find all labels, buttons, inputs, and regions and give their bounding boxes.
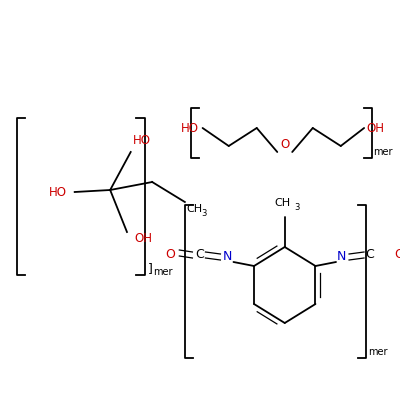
Text: C: C [365,248,374,262]
Text: HO: HO [181,122,199,134]
Text: CH: CH [187,204,203,214]
Text: 3: 3 [202,209,207,218]
Text: O: O [165,248,175,260]
Text: mer: mer [374,147,393,157]
Text: HO: HO [132,134,150,146]
Text: CH: CH [275,198,291,208]
Text: O: O [394,248,400,260]
Text: N: N [223,250,232,264]
Text: C: C [196,248,204,262]
Text: 3: 3 [294,202,300,212]
Text: mer: mer [153,267,173,277]
Text: OH: OH [135,232,153,244]
Text: mer: mer [368,347,387,357]
Text: N: N [337,250,346,264]
Text: HO: HO [49,186,67,198]
Text: OH: OH [366,122,384,134]
Text: ]: ] [148,262,152,276]
Text: O: O [280,138,289,152]
